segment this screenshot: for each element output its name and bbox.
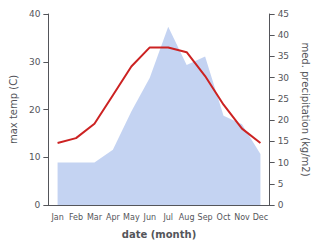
svg-text:Nov: Nov: [234, 213, 250, 222]
svg-text:med. precipitation (kg/m2): med. precipitation (kg/m2): [300, 42, 311, 176]
svg-text:0: 0: [35, 200, 41, 210]
svg-text:date (month): date (month): [122, 229, 196, 240]
svg-text:15: 15: [278, 136, 289, 146]
svg-text:30: 30: [29, 57, 41, 67]
svg-text:0: 0: [278, 200, 284, 210]
svg-text:20: 20: [29, 105, 41, 115]
svg-text:Mar: Mar: [87, 213, 103, 222]
svg-text:Jul: Jul: [162, 213, 173, 222]
svg-text:max temp (C): max temp (C): [8, 75, 19, 144]
svg-text:25: 25: [278, 94, 289, 104]
svg-text:45: 45: [278, 9, 289, 19]
svg-text:35: 35: [278, 51, 289, 61]
svg-text:Sep: Sep: [198, 213, 213, 222]
svg-text:Jun: Jun: [143, 213, 157, 222]
svg-text:Dec: Dec: [253, 213, 268, 222]
svg-text:40: 40: [29, 9, 41, 19]
svg-text:Jan: Jan: [50, 213, 63, 222]
svg-text:10: 10: [278, 158, 290, 168]
svg-text:Aug: Aug: [179, 213, 195, 222]
svg-text:5: 5: [278, 179, 284, 189]
svg-text:30: 30: [278, 73, 290, 83]
svg-text:10: 10: [29, 152, 41, 162]
svg-text:May: May: [123, 213, 140, 222]
svg-text:Feb: Feb: [69, 213, 83, 222]
svg-text:Oct: Oct: [217, 213, 231, 222]
svg-text:Apr: Apr: [106, 213, 121, 222]
svg-text:20: 20: [278, 115, 290, 125]
svg-text:40: 40: [278, 30, 290, 40]
